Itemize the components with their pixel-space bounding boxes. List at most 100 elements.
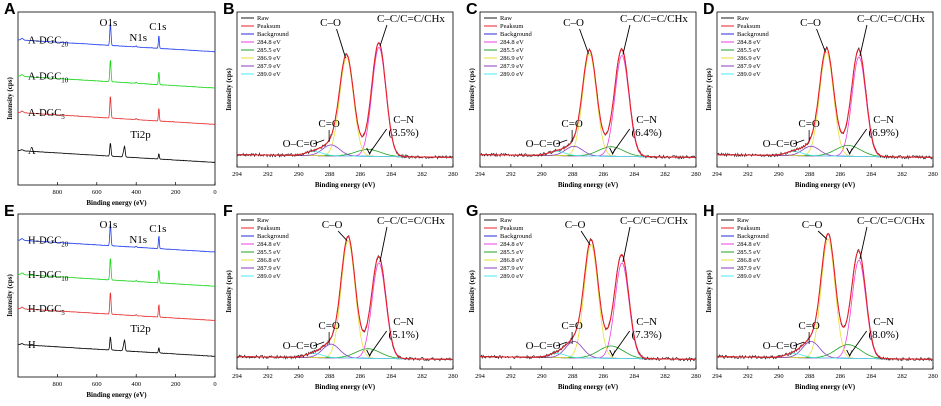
x-tick-label: 294 [475,171,486,178]
label-ceo: C=O [798,320,820,332]
x-tick-label: 292 [506,373,516,380]
series-label-main: H-DGC [28,236,61,247]
legend-label: 289.0 eV [737,71,761,78]
x-tick-label: 284 [866,171,877,178]
x-axis-title: Binding energy (eV) [795,181,856,189]
legend-label: 284.8 eV [257,241,281,248]
arrow-co [336,28,346,58]
tick-oceo [793,139,805,145]
legend-label: Raw [257,217,269,224]
x-tick-label: 286 [836,373,847,380]
y-axis-title: Intensity (cps) [468,270,476,313]
arrow-co [579,28,589,54]
legend-label: 289.0 eV [737,273,761,280]
legend-label: 286.9 eV [257,55,281,62]
legend-label: 289.0 eV [500,71,524,78]
y-axis-title: Intensity (cps) [705,270,713,313]
peaksum-line [237,42,453,158]
series-label: H [28,340,36,351]
plot-frame [236,213,454,370]
legend-label: 287.9 eV [737,265,761,272]
label-oceo: O–C=O [763,340,798,352]
label-cn: C–N [393,114,414,126]
legend-label: 287.9 eV [257,63,281,70]
label-cn: C–N [636,316,657,328]
series-label: A-DGC5 [28,108,65,121]
label-cc: C–C/C=C/CHx [620,215,688,227]
x-tick-label: 294 [712,373,723,380]
y-axis-title: Intensity (cps) [225,68,233,111]
label-cn-pct: (7.3%) [632,329,663,341]
arrow-co [817,230,828,240]
legend-label: Raw [257,15,269,22]
legend-label: 284.8 eV [737,39,761,46]
x-tick-label: 280 [448,171,458,178]
series-label: H-DGC10 [28,270,69,283]
x-tick-label: 286 [599,373,610,380]
label-co: C–O [802,219,823,231]
label-co: C–O [563,17,584,29]
x-tick-label: 292 [743,171,753,178]
x-tick-label: 400 [131,189,141,196]
x-tick-label: 290 [537,171,547,178]
peaksum-line [237,235,453,360]
survey-series-line [18,60,216,89]
series-label-main: H-DGC [28,270,61,281]
legend-label: Peaksum [737,23,760,30]
survey-series-line [17,224,215,253]
arrow-cn [612,128,631,154]
series-label: A [28,146,36,157]
x-tick-label: 288 [568,171,578,178]
series-label-sub: 20 [61,40,69,48]
x-tick-label: 292 [263,373,273,380]
arrowhead-cn [846,147,853,156]
legend-label: 286.8 eV [737,257,761,264]
tick-oceo [556,341,568,347]
x-tick-label: 282 [897,171,907,178]
legend-label: Peaksum [500,225,523,232]
survey-series-line [18,292,215,321]
label-co: C–O [320,17,341,29]
arrowhead-cn [846,349,853,358]
panel-F: 294 292 290 288 286 284 282 280 Binding energy (… [223,203,458,391]
label-co: C–O [565,219,586,231]
tick-oceo [793,341,805,347]
peak-label-o1s: O1s [100,219,118,231]
legend-label: Raw [737,15,749,22]
series-label-sub: 10 [61,275,69,283]
x-axis-title: Binding energy (eV) [315,383,376,391]
series-label: H-DGC20 [28,236,69,249]
label-ceo: C=O [798,118,820,130]
label-cc: C–C/C=C/CHx [377,215,445,227]
x-tick-label: 200 [171,381,181,388]
legend-label: 287.9 eV [737,63,761,70]
x-axis-title: Binding energy (eV) [86,199,147,207]
panel-H: 294 292 290 288 286 284 282 280 Binding energy (… [703,203,938,391]
legend-label: 286.9 eV [500,55,524,62]
arrowhead-cn [609,349,616,358]
peak-label-ti2p: Ti2p [130,129,151,141]
legend-label: Peaksum [737,225,760,232]
label-oceo: O–C=O [283,138,318,150]
tick-oceo [556,139,568,145]
x-tick-label: 286 [356,171,367,178]
legend-label: 289.0 eV [500,273,524,280]
plot-frame [716,213,934,370]
legend-label: 286.8 eV [257,257,281,264]
peaksum-line [480,238,696,360]
series-label: H-DGC5 [28,304,65,317]
label-oceo: O–C=O [283,340,318,352]
x-tick-label: 284 [386,373,397,380]
series-label-sub: 20 [61,241,69,249]
x-tick-label: 280 [448,373,458,380]
x-tick-label: 288 [325,171,335,178]
series-label-main: H [28,340,36,351]
legend-label: 286.9 eV [737,55,761,62]
x-tick-label: 600 [92,189,102,196]
panel-E: 800 600 400 200 0 Binding energy (eV) Intensit… [4,203,217,399]
panel-letter: G [466,203,478,220]
x-tick-label: 282 [660,373,670,380]
label-oceo: O–C=O [526,138,561,150]
legend-label: 287.9 eV [500,265,524,272]
y-axis-title: Intensity (cps) [705,68,713,111]
